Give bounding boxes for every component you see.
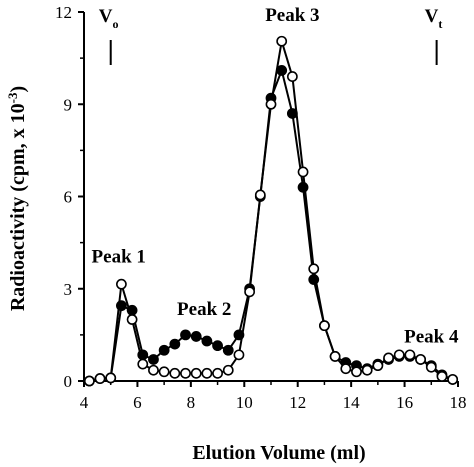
data-point-open xyxy=(404,349,416,361)
data-point-open xyxy=(319,320,330,332)
x-tick-label: 6 xyxy=(133,393,142,412)
x-tick-label: 4 xyxy=(80,393,89,412)
volume-marker-letter: V xyxy=(99,6,113,27)
series-group xyxy=(83,35,459,387)
data-point-open xyxy=(265,98,277,110)
data-point-open xyxy=(94,373,106,384)
data-point-open xyxy=(361,364,373,376)
data-point-open xyxy=(244,286,256,298)
data-point-open xyxy=(222,364,234,376)
data-point-open xyxy=(372,360,384,372)
y-tick-label: 12 xyxy=(55,3,72,22)
data-point-open xyxy=(137,358,149,370)
y-axis-title-close: ) xyxy=(7,86,29,93)
x-tick-label: 16 xyxy=(396,393,413,412)
data-point-open xyxy=(308,263,320,275)
data-point-open xyxy=(286,71,298,82)
data-point-filled xyxy=(212,340,223,352)
data-point-open xyxy=(329,350,341,362)
y-tick-label: 0 xyxy=(64,372,73,391)
data-point-open xyxy=(351,366,362,378)
data-point-open xyxy=(276,35,288,47)
data-point-filled xyxy=(148,354,159,365)
data-point-filled xyxy=(308,274,320,285)
data-point-open xyxy=(180,367,191,379)
data-point-open xyxy=(83,375,95,387)
data-point-filled xyxy=(158,344,170,356)
data-point-open xyxy=(116,278,127,290)
y-ticks: 0 3 6 9 12 xyxy=(55,3,84,391)
data-point-filled xyxy=(233,329,245,341)
data-point-open xyxy=(447,374,459,385)
peak-annotations: Peak 1 Peak 2 Peak 3 Peak 4 xyxy=(92,5,459,347)
data-point-open xyxy=(169,367,181,379)
series-points-open-circle xyxy=(83,35,459,387)
data-point-open xyxy=(393,349,405,361)
data-point-open xyxy=(425,361,437,373)
y-axis-title-sup: -3 xyxy=(5,92,20,103)
data-point-filled xyxy=(116,300,127,312)
data-point-open xyxy=(190,367,202,379)
volume-markers: Vo Vt xyxy=(99,6,443,65)
data-point-filled xyxy=(180,329,191,341)
y-axis-title: Radioactivity (cpm, x 10-3) xyxy=(5,86,30,311)
y-tick-label: 6 xyxy=(64,188,73,207)
x-axis-title: Elution Volume (ml) xyxy=(192,442,365,464)
data-point-open xyxy=(126,314,138,325)
peak-label: Peak 3 xyxy=(265,5,319,26)
volume-marker-subscript: t xyxy=(438,17,442,31)
series-line xyxy=(89,40,453,382)
data-point-open xyxy=(254,189,266,201)
x-ticks: 4 6 8 10 12 14 16 18 xyxy=(80,381,467,412)
data-point-open xyxy=(340,363,352,375)
data-point-filled xyxy=(222,344,234,356)
x-tick-label: 14 xyxy=(343,393,361,412)
peak-label: Peak 2 xyxy=(177,299,231,320)
y-tick-label: 3 xyxy=(64,280,73,299)
data-point-filled xyxy=(126,304,138,316)
volume-marker-subscript: o xyxy=(112,17,118,31)
series-points-filled-circle xyxy=(83,65,459,387)
data-point-filled xyxy=(190,331,202,342)
data-point-open xyxy=(383,352,394,364)
peak-label: Peak 4 xyxy=(404,327,459,348)
data-point-filled xyxy=(201,335,213,347)
volume-marker-label: Vt xyxy=(425,6,443,31)
x-tick-label: 8 xyxy=(187,393,196,412)
data-point-open xyxy=(201,367,213,379)
data-point-open xyxy=(297,166,309,178)
data-point-filled xyxy=(286,108,298,119)
data-point-filled xyxy=(169,338,181,350)
x-tick-label: 12 xyxy=(289,393,306,412)
volume-marker-label: Vo xyxy=(99,6,119,31)
data-point-open xyxy=(436,370,448,382)
series-line xyxy=(89,67,454,382)
axes xyxy=(83,12,458,382)
y-tick-label: 9 xyxy=(64,95,73,114)
series-filled-circle xyxy=(89,67,454,382)
peak-label: Peak 1 xyxy=(92,247,146,268)
data-point-open xyxy=(415,354,426,365)
data-point-open xyxy=(212,367,223,379)
data-point-open xyxy=(148,364,159,376)
volume-marker-letter: V xyxy=(425,6,439,27)
data-point-filled xyxy=(276,65,288,76)
data-point-open xyxy=(158,366,170,378)
data-point-filled xyxy=(137,349,149,361)
y-axis-title-main: Radioactivity (cpm, x 10 xyxy=(7,103,29,311)
data-point-open xyxy=(233,349,245,361)
x-tick-label: 18 xyxy=(450,393,467,412)
data-point-open xyxy=(105,372,117,384)
x-tick-label: 10 xyxy=(236,393,253,412)
data-point-filled xyxy=(297,181,309,193)
series-open-circle xyxy=(89,40,453,382)
